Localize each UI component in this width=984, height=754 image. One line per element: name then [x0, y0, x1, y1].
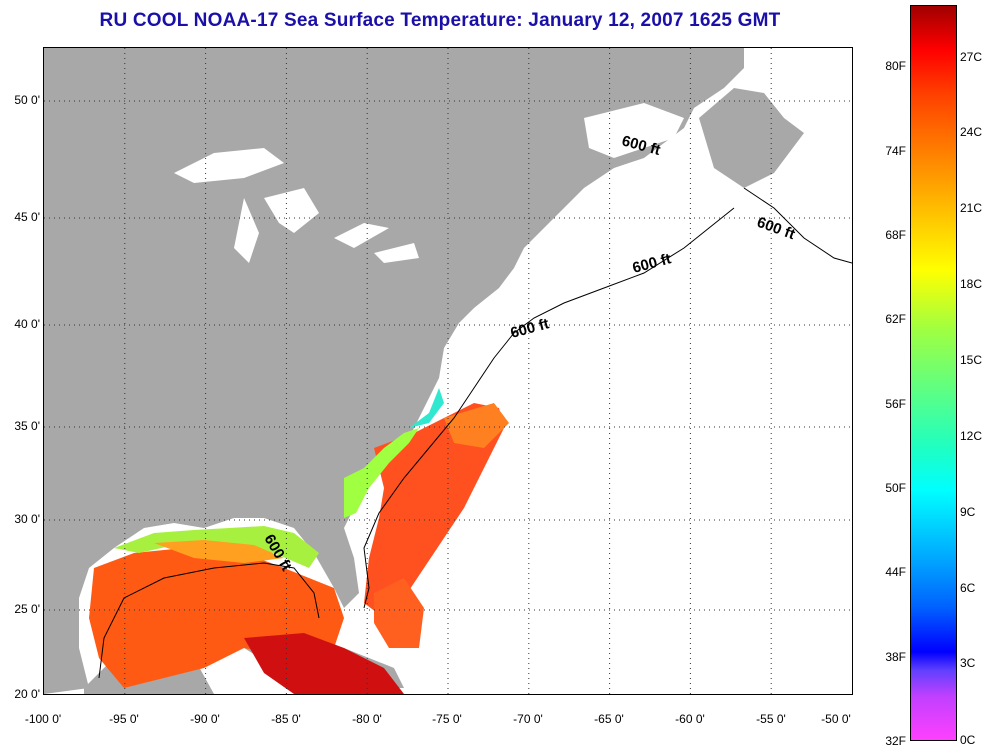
caribbean-sst: [244, 633, 404, 694]
x-tick-label: -85 0': [271, 712, 301, 726]
x-tick-label: -60 0': [675, 712, 705, 726]
x-tick-label: -100 0': [24, 712, 62, 726]
colorbar-c-label: 21C: [960, 201, 983, 215]
colorbar-c-label: 12C: [960, 429, 983, 443]
gulf-sst-cool: [114, 526, 319, 568]
atlantic-sst-warm: [364, 403, 504, 618]
colorbar-c-label: 18C: [960, 277, 983, 291]
north-america-land: [44, 48, 744, 694]
colorbar-c-label: 0C: [960, 733, 976, 747]
x-tick-label: -90 0': [190, 712, 220, 726]
x-tick-label: -65 0': [594, 712, 624, 726]
colorbar-c-label: 6C: [960, 581, 976, 595]
colorbar-c-label: 9C: [960, 505, 976, 519]
isobath-label: 600 ft: [509, 315, 551, 342]
x-tick-label: -95 0': [109, 712, 139, 726]
x-tick-label: -75 0': [432, 712, 462, 726]
y-tick-label: 30 0': [14, 512, 40, 526]
temperature-colorbar: [910, 5, 957, 741]
great-lakes: [174, 148, 419, 263]
colorbar-c-label: 15C: [960, 353, 983, 367]
colorbar-f-label: 44F: [885, 565, 906, 579]
y-tick-label: 25 0': [14, 602, 40, 616]
coastal-cool-band: [344, 428, 419, 518]
isobath-600ft: [98, 187, 852, 679]
y-tick-label: 45 0': [14, 210, 40, 224]
sst-map: 600 ft 600 ft 600 ft 600 ft 600 ft: [43, 47, 853, 695]
x-tick-label: -50 0': [821, 712, 851, 726]
colorbar-c-label: 27C: [960, 50, 983, 64]
colorbar-f-label: 56F: [885, 397, 906, 411]
x-tick-label: -70 0': [513, 712, 543, 726]
isobath-label: 600 ft: [755, 214, 798, 243]
y-tick-label: 20 0': [14, 687, 40, 701]
colorbar-f-label: 68F: [885, 228, 906, 242]
colorbar-f-label: 80F: [885, 59, 906, 73]
map-title: RU COOL NOAA-17 Sea Surface Temperature:…: [99, 10, 781, 31]
x-tick-label: -55 0': [756, 712, 786, 726]
y-tick-label: 35 0': [14, 419, 40, 433]
colorbar-c-label: 24C: [960, 125, 983, 139]
x-tick-label: -80 0': [352, 712, 382, 726]
colorbar-f-label: 38F: [885, 650, 906, 664]
atlantic-sst-orange: [444, 403, 509, 448]
colorbar-f-label: 32F: [885, 734, 906, 748]
colorbar-f-label: 50F: [885, 481, 906, 495]
isobath-label: 600 ft: [631, 250, 673, 277]
colorbar-f-label: 62F: [885, 312, 906, 326]
y-tick-label: 40 0': [14, 317, 40, 331]
colorbar-c-label: 3C: [960, 656, 976, 670]
bahamas-sst: [374, 578, 424, 648]
newfoundland-land: [699, 88, 804, 188]
y-tick-label: 50 0': [14, 93, 40, 107]
colorbar-f-label: 74F: [885, 144, 906, 158]
map-canvas: 600 ft 600 ft 600 ft 600 ft 600 ft: [44, 48, 852, 694]
gulf-st-lawrence: [584, 103, 684, 158]
coastal-cyan-band: [409, 388, 444, 428]
gulf-sst-mid: [154, 540, 284, 563]
